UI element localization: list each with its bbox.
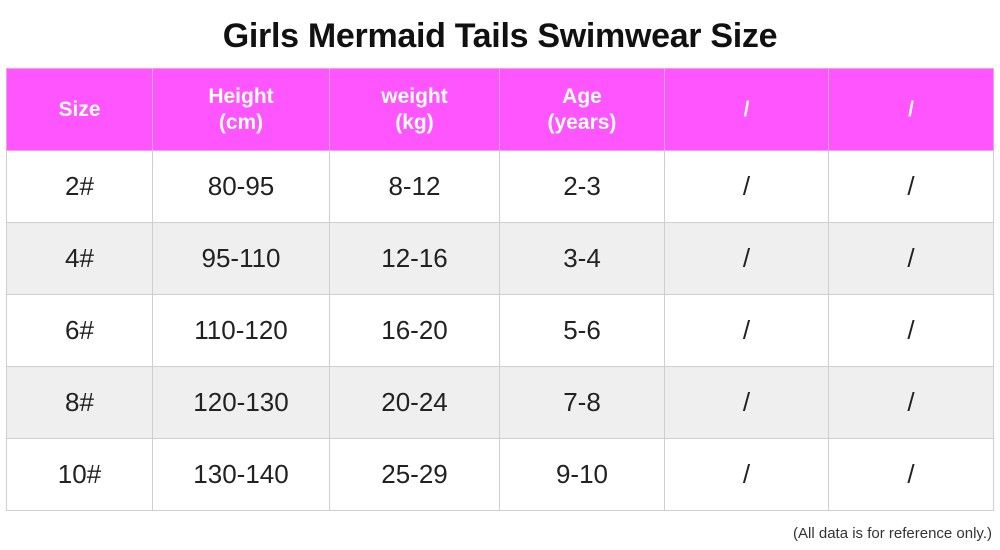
cell-empty-2: /	[828, 222, 994, 295]
cell-empty-2: /	[828, 294, 994, 367]
cell-age: 2-3	[499, 150, 665, 223]
cell-weight: 8-12	[329, 150, 500, 223]
header-weight-label: weight	[381, 84, 448, 108]
header-empty-2-label: /	[908, 97, 914, 121]
header-height: Height (cm)	[152, 68, 330, 151]
reference-footnote: (All data is for reference only.)	[793, 525, 992, 542]
cell-height: 80-95	[152, 150, 330, 223]
cell-age: 3-4	[499, 222, 665, 295]
cell-empty-2: /	[828, 438, 994, 511]
header-weight: weight (kg)	[329, 68, 500, 151]
size-chart-table: Size Height (cm) weight (kg) Age (years)…	[6, 68, 994, 511]
cell-empty-1: /	[664, 438, 829, 511]
table-header: Size Height (cm) weight (kg) Age (years)…	[6, 68, 994, 151]
cell-empty-1: /	[664, 222, 829, 295]
header-empty-2: /	[828, 68, 994, 151]
header-height-unit: (cm)	[218, 110, 264, 134]
table-row: 4# 95-110 12-16 3-4 / /	[6, 222, 994, 295]
header-size-label: Size	[58, 97, 101, 121]
cell-empty-1: /	[664, 294, 829, 367]
cell-empty-2: /	[828, 366, 994, 439]
cell-height: 110-120	[152, 294, 330, 367]
header-weight-unit: (kg)	[395, 110, 434, 134]
cell-empty-1: /	[664, 366, 829, 439]
header-age: Age (years)	[499, 68, 665, 151]
header-height-label: Height	[208, 84, 274, 108]
cell-size: 10#	[6, 438, 153, 511]
table-row: 10# 130-140 25-29 9-10 / /	[6, 438, 994, 511]
header-size: Size	[6, 68, 153, 151]
table-body: 2# 80-95 8-12 2-3 / / 4# 95-110 12-16 3-…	[6, 150, 994, 511]
header-empty-1-label: /	[743, 97, 750, 121]
cell-size: 6#	[6, 294, 153, 367]
header-empty-1: /	[664, 68, 829, 151]
cell-empty-2: /	[828, 150, 994, 223]
cell-size: 8#	[6, 366, 153, 439]
cell-size: 4#	[6, 222, 153, 295]
cell-weight: 20-24	[329, 366, 500, 439]
cell-age: 5-6	[499, 294, 665, 367]
page-title: Girls Mermaid Tails Swimwear Size	[222, 17, 778, 55]
table-row: 8# 120-130 20-24 7-8 / /	[6, 366, 994, 439]
header-age-label: Age	[562, 84, 602, 108]
cell-age: 7-8	[499, 366, 665, 439]
cell-weight: 12-16	[329, 222, 500, 295]
table-row: 6# 110-120 16-20 5-6 / /	[6, 294, 994, 367]
cell-height: 120-130	[152, 366, 330, 439]
cell-height: 95-110	[152, 222, 330, 295]
cell-age: 9-10	[499, 438, 665, 511]
header-age-unit: (years)	[547, 110, 617, 134]
cell-weight: 16-20	[329, 294, 500, 367]
cell-size: 2#	[6, 150, 153, 223]
cell-height: 130-140	[152, 438, 330, 511]
cell-empty-1: /	[664, 150, 829, 223]
cell-weight: 25-29	[329, 438, 500, 511]
table-row: 2# 80-95 8-12 2-3 / /	[6, 150, 994, 223]
header-row: Size Height (cm) weight (kg) Age (years)…	[6, 68, 994, 151]
